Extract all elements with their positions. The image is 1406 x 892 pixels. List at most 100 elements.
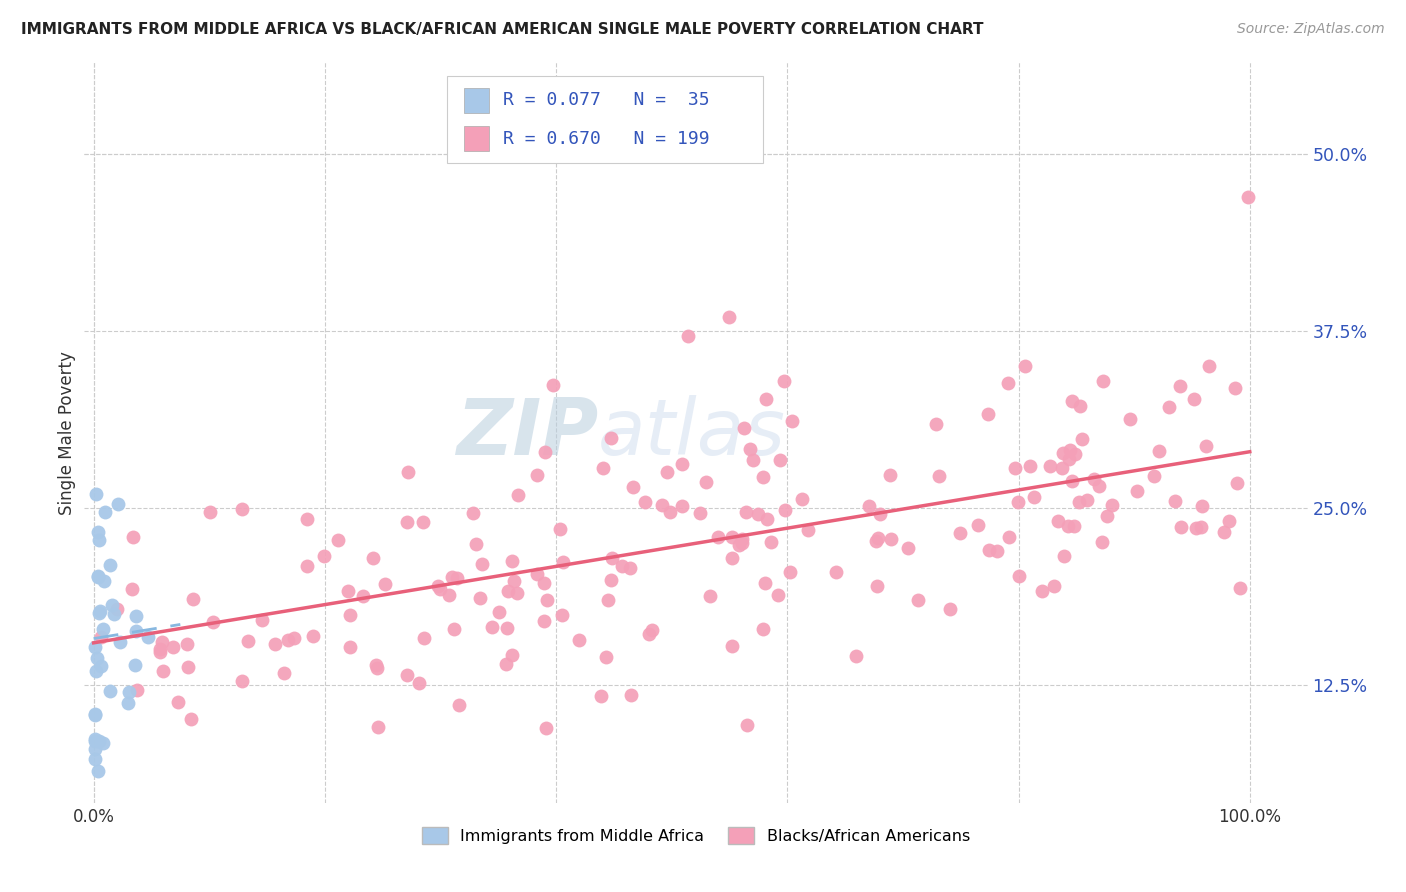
Point xyxy=(121,582,143,596)
Point xyxy=(533,614,555,628)
Point xyxy=(87,764,110,778)
Point xyxy=(600,431,623,445)
Point xyxy=(121,530,143,544)
Point xyxy=(755,512,778,526)
Point xyxy=(1067,495,1090,509)
Point xyxy=(1229,581,1251,595)
Point xyxy=(1226,476,1249,491)
Point xyxy=(752,622,775,636)
Point xyxy=(83,742,105,756)
Point xyxy=(621,480,644,494)
Point xyxy=(1168,379,1191,393)
Point xyxy=(470,558,492,572)
Y-axis label: Single Male Poverty: Single Male Poverty xyxy=(58,351,76,515)
Point xyxy=(496,621,519,635)
Point xyxy=(879,532,901,546)
Point xyxy=(734,505,756,519)
Point xyxy=(1053,549,1076,564)
Point xyxy=(1031,583,1053,598)
Legend: Immigrants from Middle Africa, Blacks/African Americans: Immigrants from Middle Africa, Blacks/Af… xyxy=(416,821,976,850)
Point xyxy=(1095,508,1118,523)
Point xyxy=(446,570,468,584)
Point xyxy=(534,721,557,735)
Point xyxy=(367,720,389,734)
Point xyxy=(1063,518,1085,533)
Point xyxy=(84,664,107,678)
Point xyxy=(779,565,801,579)
Point xyxy=(1076,493,1098,508)
Point xyxy=(1143,468,1166,483)
Point xyxy=(721,530,744,544)
Point xyxy=(108,635,131,649)
Point xyxy=(125,624,148,638)
Point xyxy=(87,533,110,547)
Point xyxy=(366,657,388,672)
Point xyxy=(236,633,259,648)
Point xyxy=(83,708,105,723)
Point xyxy=(91,736,114,750)
Text: ZIP: ZIP xyxy=(456,394,598,471)
Point xyxy=(363,551,385,566)
Point xyxy=(735,718,758,732)
Point xyxy=(1007,495,1029,509)
Point xyxy=(1059,442,1081,457)
Point xyxy=(150,634,173,648)
Point xyxy=(1184,521,1206,535)
Text: atlas: atlas xyxy=(598,394,786,471)
Point xyxy=(695,475,717,490)
Point xyxy=(167,695,190,709)
Point xyxy=(998,530,1021,544)
Point xyxy=(396,515,419,529)
Point xyxy=(769,452,792,467)
Point xyxy=(176,637,198,651)
Point xyxy=(283,632,305,646)
Point xyxy=(90,658,112,673)
Text: Source: ZipAtlas.com: Source: ZipAtlas.com xyxy=(1237,22,1385,37)
Point xyxy=(1191,499,1213,513)
Point xyxy=(600,573,623,587)
Point xyxy=(699,590,721,604)
Point xyxy=(1195,439,1218,453)
Point xyxy=(602,550,624,565)
Point xyxy=(87,733,110,747)
Point xyxy=(986,544,1008,558)
Point xyxy=(1071,432,1094,446)
Point xyxy=(447,698,470,713)
Point xyxy=(858,500,880,514)
Point xyxy=(550,608,572,623)
Point xyxy=(93,574,115,588)
Point xyxy=(526,468,548,483)
Point xyxy=(498,583,520,598)
Point xyxy=(441,570,464,584)
Point xyxy=(149,645,172,659)
Point xyxy=(792,491,814,506)
Point xyxy=(1119,412,1142,426)
Point xyxy=(1014,359,1036,373)
Point xyxy=(659,505,682,519)
Point xyxy=(83,734,105,748)
Point xyxy=(738,442,761,456)
Point xyxy=(136,630,159,644)
Point xyxy=(526,566,548,581)
Point xyxy=(105,601,128,615)
Point xyxy=(1101,498,1123,512)
Text: R = 0.670   N = 199: R = 0.670 N = 199 xyxy=(503,129,710,148)
Point xyxy=(1157,400,1180,414)
Point xyxy=(1024,491,1046,505)
Point xyxy=(503,574,526,588)
Point xyxy=(1189,520,1212,534)
Point xyxy=(395,668,418,682)
Point xyxy=(977,542,1000,557)
Point xyxy=(1069,399,1091,413)
Point xyxy=(468,591,491,605)
Point xyxy=(1182,392,1205,406)
Point xyxy=(91,622,114,636)
Point xyxy=(1147,444,1170,458)
Point xyxy=(295,559,318,574)
Point xyxy=(671,500,693,514)
Point xyxy=(797,523,820,537)
Point xyxy=(1004,460,1026,475)
Point xyxy=(754,575,776,590)
Point xyxy=(541,378,564,392)
Point xyxy=(747,507,769,521)
